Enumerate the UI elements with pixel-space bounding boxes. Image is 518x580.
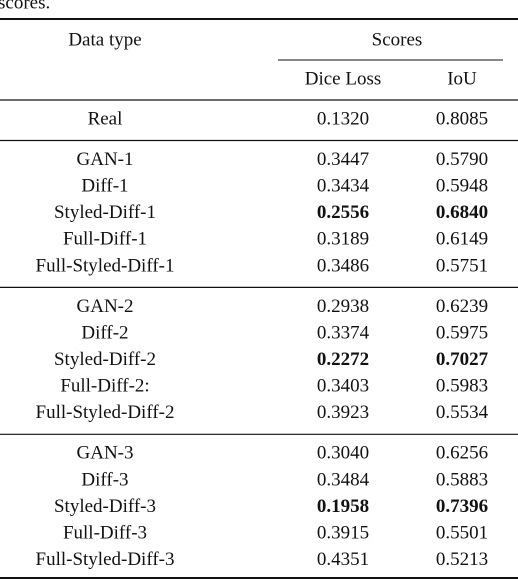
row-label: Real — [88, 108, 123, 129]
row-label: Styled-Diff-1 — [54, 202, 156, 223]
subheader-cell: Dice Loss — [305, 68, 382, 89]
score-cell: 0.7027 — [436, 349, 489, 370]
row-label: GAN-3 — [77, 443, 134, 464]
score-cell: 0.6256 — [436, 443, 488, 464]
header-cell: Data type — [68, 29, 141, 50]
score-cell: 0.6149 — [436, 229, 488, 250]
score-cell: 0.1320 — [317, 108, 369, 129]
score-cell: 0.3484 — [317, 469, 370, 490]
score-cell: 0.5501 — [436, 522, 488, 543]
row-label: Diff-3 — [81, 469, 128, 490]
score-cell: 0.3923 — [317, 402, 369, 423]
score-cell: 0.2556 — [317, 202, 369, 223]
score-cell: 0.3434 — [317, 175, 370, 196]
caption-fragment: scores. — [0, 0, 50, 13]
score-cell: 0.3040 — [317, 443, 369, 464]
score-cell: 0.6840 — [436, 202, 488, 223]
row-label: Full-Diff-3 — [63, 522, 147, 543]
row-label: Full-Styled-Diff-3 — [36, 549, 175, 570]
score-cell: 0.2272 — [317, 349, 369, 370]
score-cell: 0.5534 — [436, 402, 489, 423]
score-cell: 0.3447 — [317, 149, 369, 170]
score-cell: 0.5975 — [436, 322, 488, 343]
row-label: Full-Styled-Diff-1 — [36, 255, 175, 276]
score-cell: 0.8085 — [436, 108, 488, 129]
row-label: Full-Diff-2: — [60, 376, 149, 397]
score-cell: 0.3189 — [317, 229, 369, 250]
score-cell: 0.6239 — [436, 296, 488, 317]
score-cell: 0.3915 — [317, 522, 369, 543]
score-cell: 0.4351 — [317, 549, 369, 570]
score-cell: 0.5883 — [436, 469, 488, 490]
score-cell: 0.5751 — [436, 255, 488, 276]
subheader-cell: IoU — [447, 68, 477, 89]
score-cell: 0.3403 — [317, 376, 369, 397]
score-cell: 0.3374 — [317, 322, 370, 343]
row-label: Full-Styled-Diff-2 — [36, 402, 175, 423]
score-cell: 0.2938 — [317, 296, 369, 317]
score-cell: 0.3486 — [317, 255, 369, 276]
row-label: Styled-Diff-3 — [54, 496, 156, 517]
row-label: GAN-2 — [77, 296, 134, 317]
row-label: Styled-Diff-2 — [54, 349, 156, 370]
row-label: Diff-1 — [81, 175, 128, 196]
score-cell: 0.1958 — [317, 496, 369, 517]
score-cell: 0.5983 — [436, 376, 488, 397]
row-label: Diff-2 — [81, 322, 128, 343]
row-label: Full-Diff-1 — [63, 229, 147, 250]
header-cell: Scores — [372, 29, 423, 50]
score-cell: 0.5948 — [436, 175, 488, 196]
score-cell: 0.5213 — [436, 549, 488, 570]
row-label: GAN-1 — [77, 149, 134, 170]
score-cell: 0.7396 — [436, 496, 488, 517]
score-cell: 0.5790 — [436, 149, 488, 170]
